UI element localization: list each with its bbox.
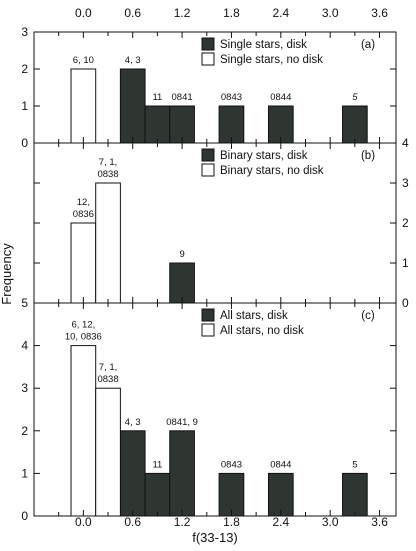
legend-label: All stars, disk	[220, 310, 288, 322]
x-tick-label-top: 3.0	[322, 6, 339, 20]
y-tick-label: 1	[21, 99, 28, 113]
y-tick-label: 1	[402, 256, 409, 270]
bar-label: 5	[352, 459, 357, 470]
y-tick-label: 2	[402, 216, 409, 230]
bar-label: 6, 10	[73, 55, 94, 66]
legend-swatch	[201, 148, 215, 162]
bar-label: 6, 12,	[71, 320, 95, 331]
bar-label: 0838	[97, 374, 118, 385]
y-axis-title: Frequency	[0, 243, 14, 305]
bar	[70, 222, 97, 304]
bar-label: 10, 0836	[65, 332, 102, 343]
bar-label: 11	[152, 92, 162, 103]
panel-c: 4, 3 11 0841, 9 0843 0844 5 6, 12,10, 0836 7, 1…	[21, 302, 397, 523]
panel-tag: (a)	[361, 39, 375, 51]
legend-label: Single stars, disk	[220, 39, 307, 51]
bar	[70, 345, 97, 517]
bar-label: 0838	[97, 169, 118, 180]
bar-label: 0836	[73, 209, 94, 220]
panel-tag: (c)	[361, 310, 375, 322]
legend-label: Single stars, no disk	[220, 54, 323, 66]
bar-label: 0844	[270, 459, 291, 470]
x-tick-label-top: 3.6	[371, 6, 388, 20]
y-tick-label: 0	[21, 136, 28, 150]
x-tick-label-top: 1.2	[174, 6, 191, 20]
bar-label: 0843	[221, 459, 242, 470]
legend-label: All stars, no disk	[220, 325, 304, 337]
panel-tag: (b)	[361, 150, 375, 162]
legend-swatch	[201, 308, 215, 322]
x-tick-label-top: 2.4	[272, 6, 289, 20]
bar-label: 4, 3	[125, 55, 141, 66]
bar	[218, 472, 245, 517]
y-tick-label: 3	[402, 176, 409, 190]
x-tick-labels: 0.0 0.0 0.6 0.6 1.2 1.2 1.8 1.8 2.4 2.4 3.0 3.0 3.6 3…	[75, 6, 388, 529]
bar-label: 0841, 9	[166, 417, 198, 428]
bar-label: 5	[352, 92, 358, 103]
y-tick-label: 5	[21, 296, 28, 310]
y-tick-label: 2	[21, 62, 28, 76]
bar	[119, 68, 146, 144]
y-tick-label: 3	[21, 25, 28, 39]
x-axis-title: f(33-13)	[192, 530, 238, 545]
bar-label: 12,	[77, 197, 90, 208]
x-tick-label-top: 1.8	[223, 6, 240, 20]
bar	[95, 387, 121, 517]
y-tick-label: 4	[21, 339, 28, 353]
y-tick-label: 1	[21, 466, 28, 480]
bar-label: 4, 3	[125, 417, 141, 428]
bar-label: 7, 1,	[99, 157, 118, 168]
bar	[144, 472, 171, 517]
panel-b: 9 12,0836 7, 1,0838 5 0 1 2 3 4 Binary stars, dis…	[21, 136, 409, 310]
legend-swatch	[201, 163, 215, 177]
y-tick-label: 0	[21, 509, 28, 523]
bar-label: 0841	[172, 92, 193, 103]
bar-label: 0844	[270, 92, 291, 103]
x-tick-label-top: 0.6	[124, 6, 141, 20]
bar	[119, 430, 146, 517]
bar	[342, 105, 368, 144]
y-tick-label: 4	[402, 136, 409, 150]
bar	[169, 430, 195, 517]
bar-label: 0843	[221, 92, 242, 103]
panel-frame	[33, 302, 397, 517]
bar	[144, 105, 171, 144]
y-tick-label: 2	[21, 424, 28, 438]
bar	[342, 472, 368, 517]
legend-label: Binary stars, no disk	[220, 165, 324, 177]
bar	[70, 68, 97, 144]
bar	[169, 105, 195, 144]
x-tick-label-bottom: 2.4	[272, 515, 289, 529]
legend-swatch	[201, 37, 215, 51]
bar	[267, 472, 294, 517]
bar	[169, 262, 195, 304]
x-tick-label-bottom: 1.2	[174, 515, 191, 529]
legend-swatch	[201, 52, 215, 66]
bar-label: 9	[179, 249, 184, 260]
x-tick-label-bottom: 0.0	[75, 515, 92, 529]
x-tick-label-bottom: 3.6	[371, 515, 388, 529]
bar	[95, 182, 121, 304]
y-tick-label: 0	[402, 296, 409, 310]
x-tick-label-top: 0.0	[75, 6, 92, 20]
panel-a: 4, 3 11 0841 0843 0844 5 6, 10 0 1 2 3 Single stars…	[21, 25, 397, 150]
x-tick-label-bottom: 1.8	[223, 515, 240, 529]
y-tick-label: 3	[21, 381, 28, 395]
x-tick-label-bottom: 3.0	[322, 515, 339, 529]
bar-label: 7, 1,	[99, 362, 118, 373]
legend-swatch	[201, 323, 215, 337]
x-tick-label-bottom: 0.6	[124, 515, 141, 529]
legend-label: Binary stars, disk	[220, 150, 308, 162]
bar-label: 11	[152, 459, 162, 470]
